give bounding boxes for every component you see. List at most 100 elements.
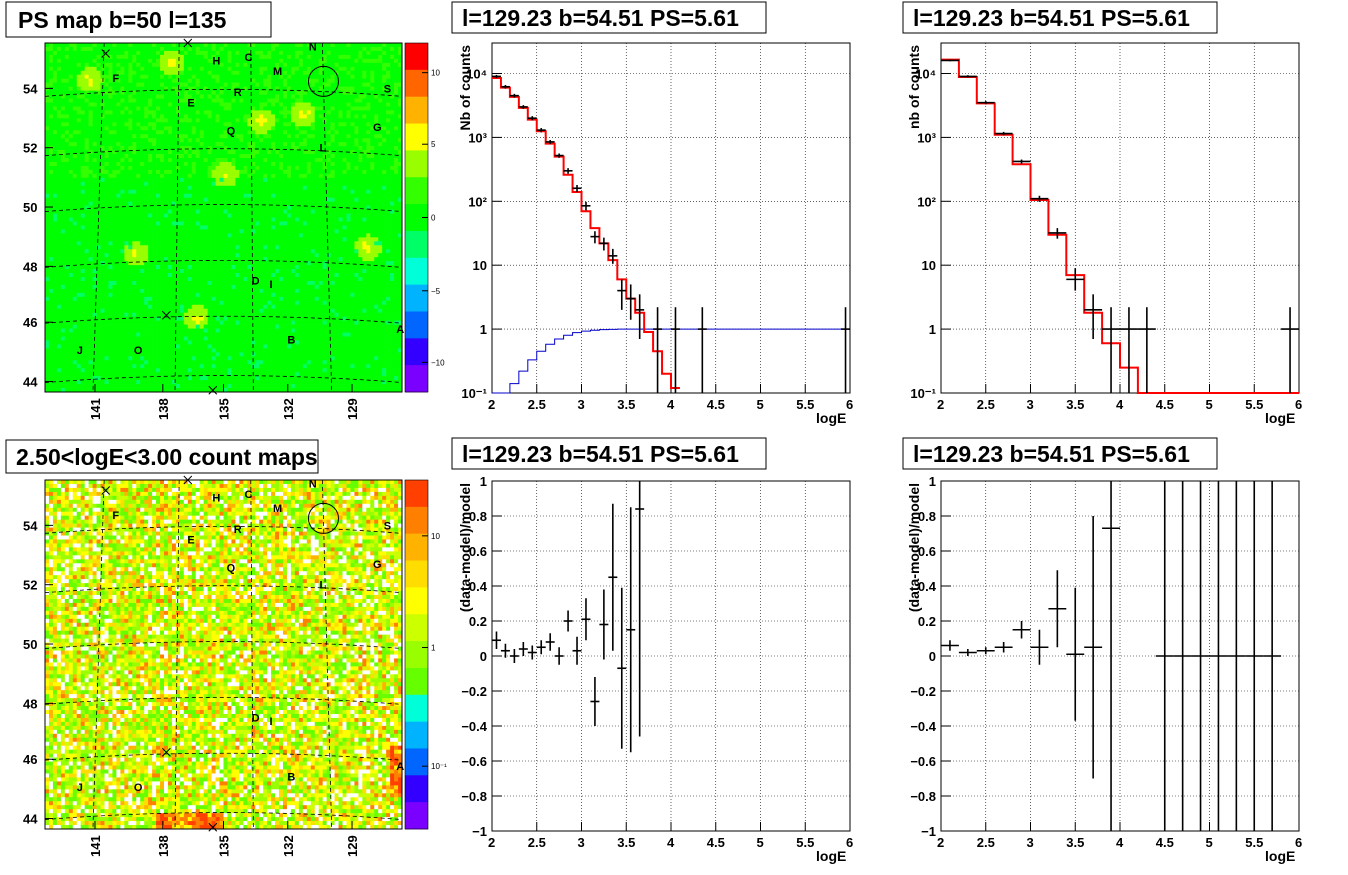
map-pixel (243, 46, 248, 52)
map-pixel (394, 66, 399, 72)
map-pixel (342, 221, 347, 226)
map-pixel (191, 98, 197, 103)
map-pixel (330, 106, 335, 111)
map-pixel (104, 177, 109, 183)
map-pixel (259, 94, 264, 99)
map-pixel (302, 217, 308, 222)
map-pixel (152, 70, 157, 76)
map-pixel (326, 189, 331, 195)
map-pixel (203, 154, 208, 159)
map-pixel (346, 118, 351, 123)
map-pixel (80, 66, 85, 72)
map-pixel (283, 233, 288, 238)
map-pixel (362, 54, 367, 60)
map-pixel (394, 70, 399, 76)
map-pixel (68, 46, 74, 52)
map-pixel (160, 241, 165, 246)
map-pixel (191, 122, 197, 127)
map-pixel (290, 189, 296, 195)
map-pixel (215, 50, 220, 56)
map-pixel (290, 209, 296, 214)
map-pixel (231, 78, 236, 83)
map-pixel (330, 213, 335, 218)
map-pixel (255, 134, 260, 139)
map-pixel (80, 50, 85, 56)
map-pixel (76, 189, 81, 195)
map-pixel (271, 106, 276, 111)
map-pixel (211, 154, 216, 159)
map-pixel (298, 165, 304, 171)
map-pixel (263, 110, 268, 115)
map-pixel (148, 74, 153, 79)
map-pixel (132, 189, 137, 195)
map-pixel (382, 43, 387, 48)
map-pixel (195, 193, 200, 198)
map-pixel (80, 229, 85, 234)
map-pixel (326, 209, 331, 214)
map-pixel (203, 110, 208, 115)
map-pixel (88, 90, 93, 95)
map-pixel (156, 110, 161, 115)
map-pixel (144, 165, 149, 171)
map-pixel (239, 106, 244, 111)
map-pixel (350, 46, 355, 52)
map-pixel (195, 237, 200, 242)
map-pixel (342, 193, 347, 198)
map-pixel (199, 257, 204, 262)
map-pixel (378, 66, 383, 72)
map-pixel (64, 158, 70, 163)
map-pixel (84, 90, 89, 95)
map-pixel (334, 54, 339, 60)
map-pixel (187, 134, 193, 139)
map-pixel (152, 233, 157, 238)
map-pixel (140, 130, 145, 135)
map-pixel (207, 138, 212, 143)
map-pixel (152, 134, 157, 139)
map-pixel (251, 169, 256, 175)
map-pixel (60, 106, 66, 111)
map-pixel (235, 173, 240, 179)
map-pixel (152, 74, 157, 79)
map-pixel (267, 102, 272, 107)
map-pixel (80, 94, 85, 99)
map-pixel (370, 197, 375, 202)
map-pixel (378, 43, 383, 48)
map-pixel (108, 58, 113, 64)
map-pixel (76, 161, 81, 167)
map-pixel (290, 173, 296, 179)
map-pixel (132, 58, 137, 64)
map-pixel (215, 46, 220, 52)
map-pixel (366, 245, 371, 250)
map-pixel (342, 249, 347, 254)
map-pixel (136, 241, 141, 246)
map-pixel (179, 122, 185, 127)
map-pixel (68, 110, 74, 115)
map-pixel (290, 134, 296, 139)
map-pixel (275, 181, 280, 187)
map-pixel (318, 154, 323, 159)
map-pixel (259, 106, 264, 111)
map-pixel (386, 94, 391, 99)
map-pixel (362, 253, 367, 258)
map-pixel (286, 233, 292, 238)
map-pixel (116, 197, 121, 202)
map-pixel (45, 106, 50, 111)
map-pixel (314, 50, 319, 56)
map-pixel (398, 237, 403, 242)
map-pixel (338, 185, 343, 191)
map-pixel (191, 66, 197, 72)
map-pixel (56, 253, 62, 258)
map-pixel (207, 126, 212, 131)
map-pixel (76, 134, 81, 139)
map-pixel (203, 241, 208, 246)
map-pixel (239, 118, 244, 123)
map-pixel (116, 173, 121, 179)
map-pixel (342, 110, 347, 115)
map-pixel (48, 261, 54, 266)
map-pixel (195, 245, 200, 250)
map-pixel (318, 54, 323, 60)
map-pixel (136, 94, 141, 99)
map-pixel (294, 245, 300, 250)
map-pixel (298, 43, 304, 48)
map-pixel (358, 142, 363, 147)
